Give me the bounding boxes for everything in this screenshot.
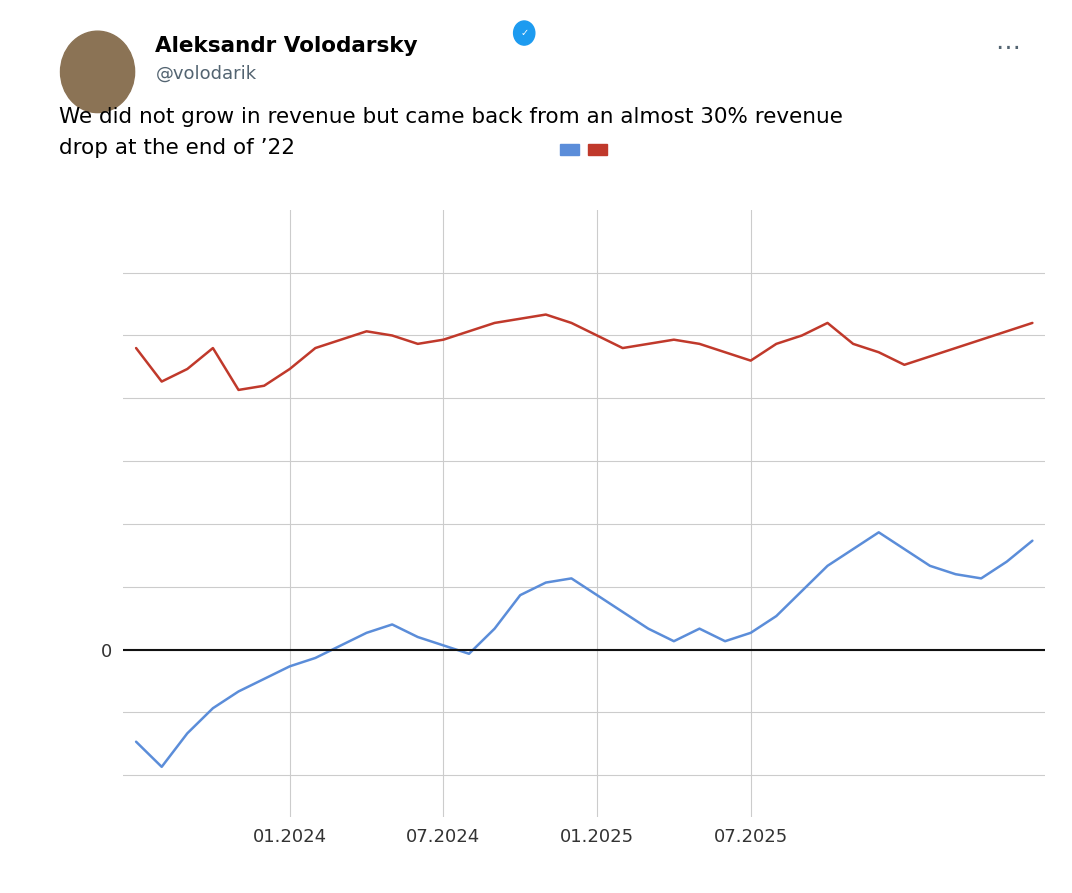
Circle shape — [513, 21, 535, 45]
Legend: , : , — [554, 138, 614, 163]
Text: drop at the end of ’22: drop at the end of ’22 — [59, 138, 295, 158]
FancyBboxPatch shape — [30, 152, 1069, 875]
Text: ✓: ✓ — [520, 28, 528, 38]
Text: ⋯: ⋯ — [996, 36, 1021, 60]
Circle shape — [60, 31, 135, 113]
Text: @volodarik: @volodarik — [155, 64, 256, 82]
Text: We did not grow in revenue but came back from an almost 30% revenue: We did not grow in revenue but came back… — [59, 107, 843, 127]
Text: Aleksandr Volodarsky: Aleksandr Volodarsky — [155, 36, 418, 55]
